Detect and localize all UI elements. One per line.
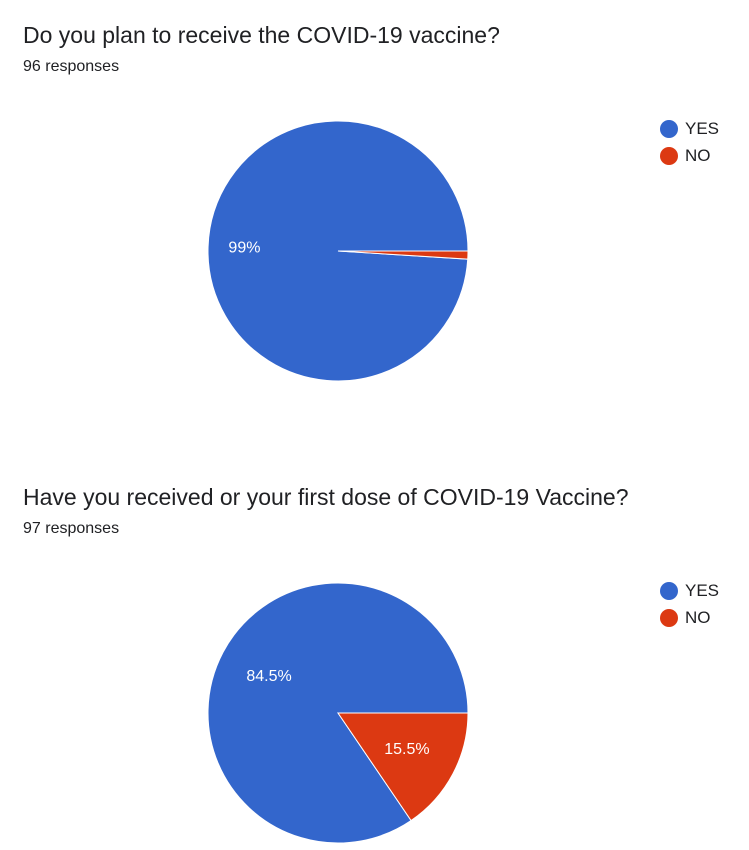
legend-item-no[interactable]: NO — [660, 607, 719, 629]
legend-item-yes[interactable]: YES — [660, 580, 719, 602]
slice-label-no: 15.5% — [384, 741, 429, 758]
legend-swatch-no — [660, 609, 678, 627]
question-title: Have you received or your first dose of … — [23, 484, 629, 510]
legend-item-no[interactable]: NO — [660, 145, 719, 167]
legend-item-yes[interactable]: YES — [660, 118, 719, 140]
legend-label-no: NO — [685, 608, 711, 627]
pie-slice-no[interactable] — [337, 250, 469, 260]
legend: YES NO — [660, 580, 719, 634]
response-count: 96 responses — [23, 58, 120, 75]
pie-chart: 99% — [207, 120, 469, 382]
legend-label-yes: YES — [685, 119, 720, 138]
chart-card-first-dose: Have you received or your first dose of … — [0, 462, 749, 850]
pie-chart: 84.5% 15.5% — [207, 582, 469, 844]
slice-label-yes: 84.5% — [246, 668, 291, 685]
response-count: 97 responses — [23, 520, 120, 537]
legend-swatch-yes — [660, 582, 678, 600]
legend-swatch-no — [660, 147, 678, 165]
pie-slice-no[interactable] — [337, 712, 469, 822]
slice-label-yes: 99% — [228, 240, 260, 257]
legend-label-no: NO — [685, 146, 711, 165]
legend: YES NO — [660, 118, 719, 172]
question-title: Do you plan to receive the COVID-19 vacc… — [23, 22, 500, 48]
chart-card-plan-to-receive: Do you plan to receive the COVID-19 vacc… — [23, 22, 719, 382]
legend-label-yes: YES — [685, 581, 720, 600]
legend-swatch-yes — [660, 120, 678, 138]
